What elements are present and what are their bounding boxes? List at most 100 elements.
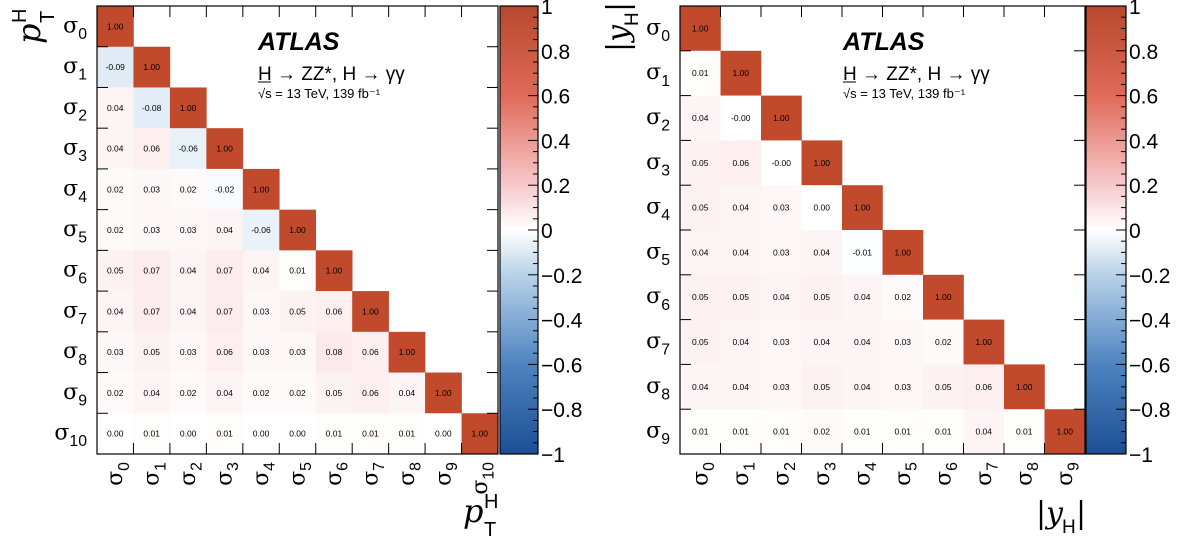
y-tick-label: σ10 — [54, 421, 87, 451]
cell-value-label: 0.03 — [773, 337, 790, 347]
cell-value-label: 0.08 — [326, 347, 343, 357]
heatmap-cell — [680, 364, 721, 410]
heatmap-cell — [352, 331, 389, 373]
cell-value-label: 1.00 — [289, 225, 306, 235]
y-tick-label: σ2 — [646, 105, 670, 135]
svg-text:H: H — [9, 9, 31, 23]
y-tick-label: σ3 — [646, 150, 670, 180]
y-tick-label: σ0 — [646, 15, 670, 45]
x-tick-label: σ0 — [688, 462, 718, 486]
heatmap-cell — [425, 413, 462, 455]
y-tick-label: σ8 — [646, 374, 670, 404]
heatmap-cell — [315, 331, 353, 373]
heatmap-cell — [242, 372, 280, 414]
heatmap-cell — [352, 372, 389, 414]
heatmap-cell — [882, 230, 924, 276]
heatmap-cell — [206, 413, 244, 455]
heatmap-cell — [97, 87, 134, 129]
y-tick-label: σ5 — [646, 239, 670, 269]
colorbar: 1 0.8 0.6 0.4 0.2 0 −0.2 −0.4 −0.6 −0.8 −1 — [499, 0, 583, 467]
process-label: H → ZZ*, H → γγ — [843, 64, 990, 85]
cell-value-label: 0.04 — [253, 266, 270, 276]
colorbar-tick-label: 0.6 — [1129, 86, 1158, 109]
heatmap-cell — [720, 274, 762, 320]
cell-value-label: 1.00 — [975, 337, 992, 347]
cell-value-label: 0.06 — [216, 347, 233, 357]
heatmap-cell — [1044, 409, 1086, 455]
cell-value-label: 0.03 — [773, 382, 790, 392]
colorbar-tick-label: 1 — [1129, 0, 1141, 19]
cell-value-label: 0.01 — [399, 429, 416, 439]
cell-value-label: -0.09 — [106, 62, 126, 72]
y-tick-label: σ6 — [63, 258, 87, 288]
cell-value-label: 1.00 — [107, 21, 124, 31]
colorbar-tick-label: −0.6 — [1129, 354, 1170, 377]
cell-value-label: -0.01 — [853, 247, 873, 257]
y-axis-title-pt: pH T — [9, 9, 59, 44]
cell-value-label: 0.04 — [975, 427, 992, 437]
heatmap-cell — [97, 46, 134, 88]
cell-value-label: 0.04 — [692, 247, 709, 257]
heatmap-cell — [169, 413, 207, 455]
heatmap-cell — [842, 185, 883, 231]
cell-value-label: 0.03 — [253, 347, 270, 357]
heatmap-cell — [279, 331, 317, 373]
cell-value-label: 0.04 — [854, 382, 871, 392]
heatmap-cell — [242, 331, 280, 373]
cell-value-label: 0.02 — [253, 388, 270, 398]
heatmap-cell — [206, 168, 244, 210]
cell-value-label: 0.04 — [399, 388, 416, 398]
x-tick-label: σ8 — [395, 462, 425, 486]
heatmap-cell — [206, 291, 244, 333]
cell-value-label: 0.01 — [732, 427, 749, 437]
cell-value-label: 1.00 — [435, 388, 452, 398]
cell-value-label: 0.04 — [143, 388, 160, 398]
cell-value-label: 0.01 — [326, 429, 343, 439]
x-tick-label: σ10 — [468, 462, 498, 495]
heatmap-cell — [97, 413, 134, 455]
cell-value-label: 0.04 — [216, 225, 233, 235]
heatmap-cell — [801, 140, 843, 186]
heatmap-cell — [801, 185, 843, 231]
cell-value-label: 0.05 — [935, 382, 952, 392]
cell-value-label: 0.00 — [435, 429, 452, 439]
cell-value-label: 0.03 — [289, 347, 306, 357]
heatmap-cell — [842, 274, 883, 320]
cell-value-label: 0.05 — [326, 388, 343, 398]
y-correlation-panel: 1.00 0.01 1.00 0.04 -0.00 1.00 0.05 0.06 -0.00 1.… — [646, 0, 1171, 486]
cell-value-label: 0.01 — [854, 427, 871, 437]
cell-value-label: 0.04 — [216, 388, 233, 398]
heatmap-cell — [133, 250, 171, 292]
heatmap-cell — [388, 413, 426, 455]
cell-value-label: 1.00 — [894, 247, 911, 257]
heatmap-cell — [923, 364, 964, 410]
y-tick-label: σ8 — [63, 339, 87, 369]
svg-text:|: | — [1076, 496, 1086, 531]
cell-value-label: 1.00 — [180, 103, 197, 113]
colorbar: 1 0.8 0.6 0.4 0.2 0 −0.2 −0.4 −0.6 −0.8 −1 — [1085, 0, 1171, 467]
axis-ticks — [679, 5, 1086, 455]
y-tick-label: σ0 — [63, 13, 87, 43]
cell-value-label: 0.04 — [813, 247, 830, 257]
svg-text:T: T — [37, 11, 59, 23]
heatmap-cell — [97, 209, 134, 251]
heatmap-cell — [97, 372, 134, 414]
y-tick-label: σ4 — [646, 195, 670, 225]
heatmap-cell — [680, 230, 721, 276]
cell-value-label: 0.02 — [107, 184, 124, 194]
y-tick-label: σ6 — [646, 284, 670, 314]
heatmap-cell — [242, 250, 280, 292]
heatmap-cell — [169, 372, 207, 414]
cell-value-label: 1.00 — [854, 203, 871, 213]
heatmap-cell — [680, 185, 721, 231]
heatmap-cell — [680, 50, 721, 96]
cell-value-label: 0.01 — [1016, 427, 1033, 437]
cell-value-label: 0.03 — [180, 225, 197, 235]
heatmap-cell — [169, 209, 207, 251]
y-tick-label: σ1 — [63, 54, 87, 84]
cell-value-label: 1.00 — [399, 347, 416, 357]
heatmap-cell — [1004, 364, 1045, 410]
cell-value-label: 0.04 — [732, 382, 749, 392]
heatmap-cell — [761, 95, 802, 141]
cell-value-label: 0.04 — [107, 103, 124, 113]
